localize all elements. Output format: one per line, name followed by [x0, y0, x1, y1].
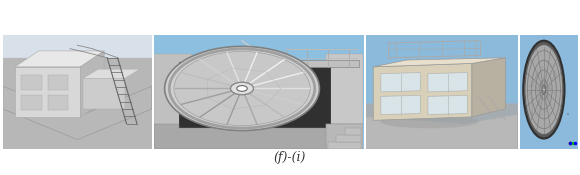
Bar [21, 95, 42, 110]
Polygon shape [428, 95, 467, 115]
Polygon shape [381, 72, 420, 92]
Bar [179, 62, 330, 128]
Ellipse shape [523, 41, 564, 139]
Bar [48, 75, 68, 90]
Ellipse shape [542, 85, 546, 94]
Ellipse shape [525, 45, 563, 135]
Circle shape [174, 51, 310, 125]
Polygon shape [381, 95, 420, 115]
Polygon shape [84, 69, 140, 78]
Circle shape [165, 46, 320, 131]
Text: (f)-(i): (f)-(i) [274, 152, 306, 164]
Polygon shape [15, 67, 81, 117]
Polygon shape [326, 124, 363, 149]
Polygon shape [472, 58, 505, 117]
Bar [284, 60, 359, 67]
Polygon shape [428, 72, 467, 92]
Bar [328, 142, 361, 149]
Bar [154, 54, 192, 128]
Ellipse shape [380, 115, 478, 128]
Polygon shape [81, 51, 104, 117]
Bar [345, 128, 361, 135]
Polygon shape [374, 58, 505, 67]
Bar [21, 75, 42, 90]
Bar [48, 95, 68, 110]
Polygon shape [154, 124, 363, 149]
Bar [326, 54, 363, 128]
Polygon shape [374, 64, 472, 120]
Polygon shape [365, 115, 517, 149]
Polygon shape [3, 86, 152, 140]
Polygon shape [15, 51, 104, 67]
Circle shape [230, 82, 253, 95]
Polygon shape [84, 78, 125, 109]
Bar [336, 135, 361, 142]
Circle shape [237, 86, 247, 91]
